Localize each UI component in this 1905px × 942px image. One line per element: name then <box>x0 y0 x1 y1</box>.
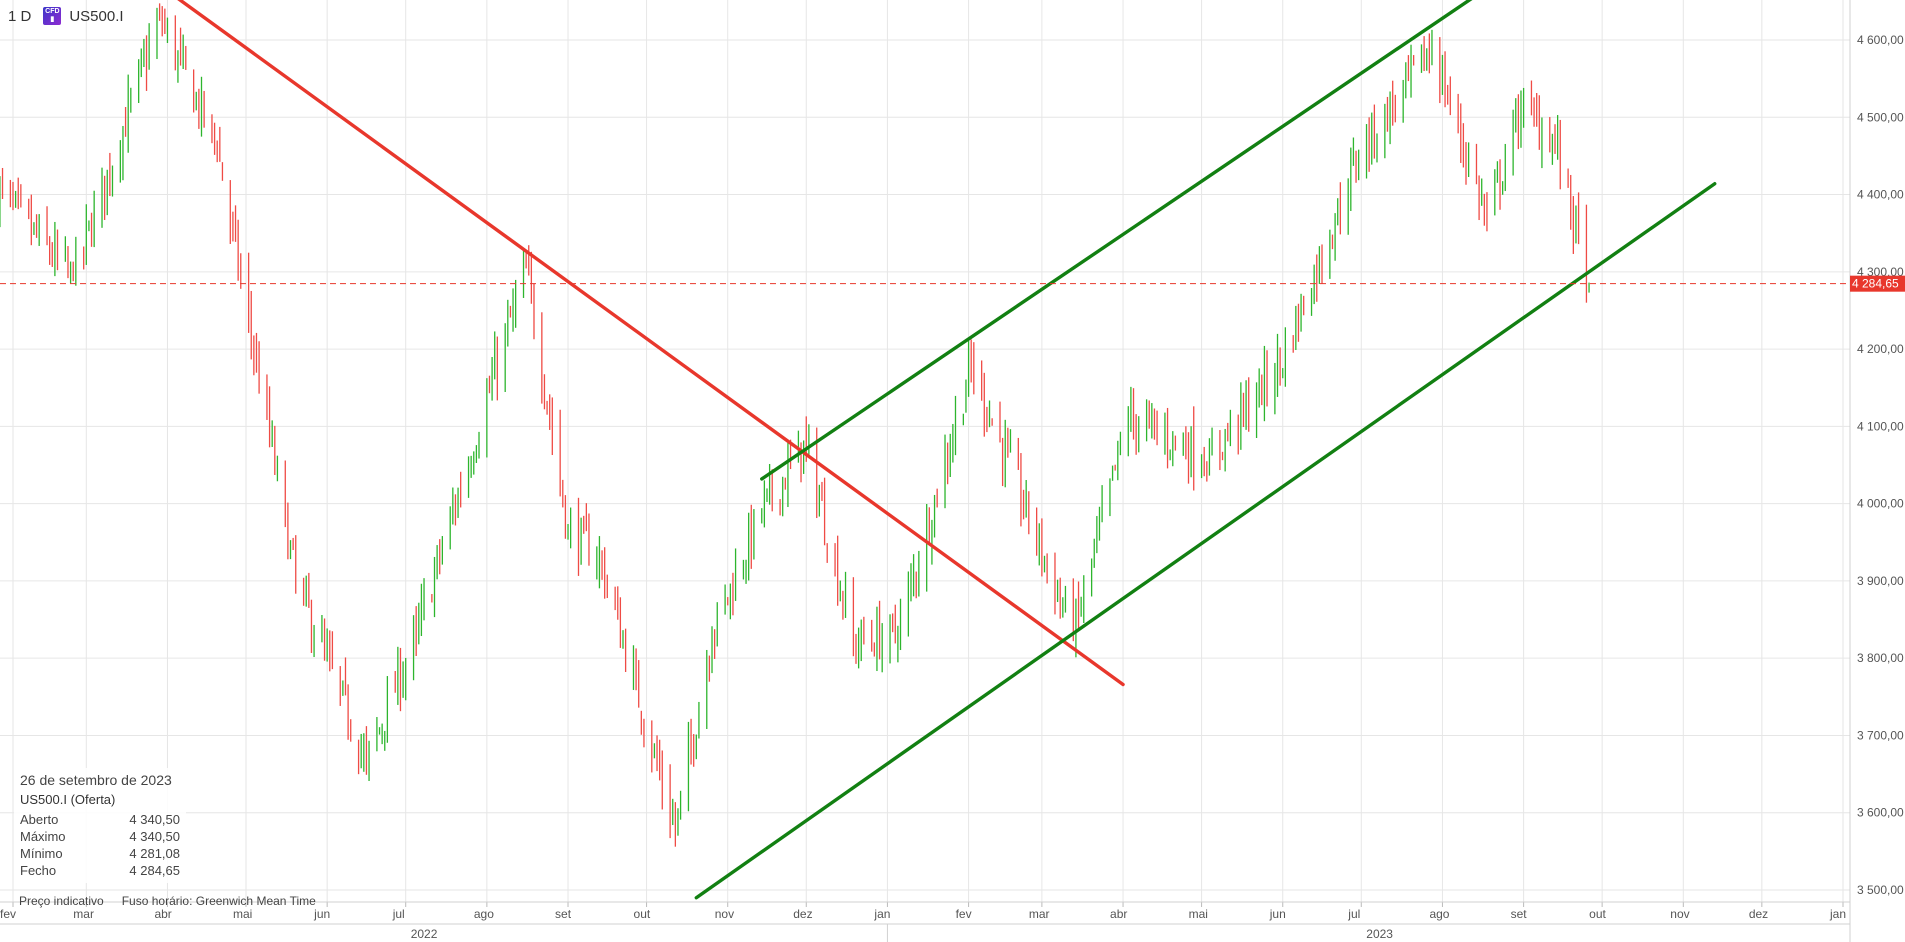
y-tick-label: 4 500,00 <box>1857 110 1904 124</box>
x-tick-label: fev <box>0 907 16 921</box>
y-tick-label: 4 000,00 <box>1857 497 1904 511</box>
year-label: 2022 <box>411 927 438 941</box>
x-tick-label: set <box>555 907 572 921</box>
green-channel-line <box>694 182 1717 900</box>
x-tick-label: nov <box>1670 907 1689 921</box>
x-tick-label: mai <box>1189 907 1208 921</box>
x-tick-label: out <box>634 907 651 921</box>
chart-footer: Preço indicativo Fuso horário: Greenwich… <box>19 894 316 908</box>
last-price-label-bg <box>1850 275 1905 292</box>
y-tick-label: 3 900,00 <box>1857 574 1904 588</box>
legend-value: 4 281,08 <box>129 846 180 861</box>
legend-row-low: Mínimo 4 281,08 <box>20 845 180 862</box>
x-tick-label: set <box>1511 907 1528 921</box>
legend-row-high: Máximo 4 340,50 <box>20 828 180 845</box>
x-tick-label: jun <box>1269 907 1286 921</box>
legend-label: Mínimo <box>20 846 63 861</box>
x-tick-label: dez <box>793 907 812 921</box>
y-tick-label: 3 700,00 <box>1857 728 1904 742</box>
x-tick-label: jul <box>1347 907 1360 921</box>
timezone-note: Fuso horário: Greenwich Mean Time <box>121 894 316 908</box>
timeframe-selector[interactable]: 1 D <box>8 7 32 25</box>
legend-label: Aberto <box>20 812 59 827</box>
x-tick-label: abr <box>1110 907 1127 921</box>
x-tick-label: ago <box>474 907 494 921</box>
legend-value: 4 340,50 <box>129 812 180 827</box>
x-axis: fev mar abr mai jun jul ago set out nov dez jan fev m… <box>0 0 1851 942</box>
ohlc-legend: 26 de setembro de 2023 US500.I (Oferta) … <box>14 768 186 883</box>
y-tick-label: 4 300,00 <box>1857 265 1904 279</box>
indicative-price-note: Preço indicativo <box>19 894 104 908</box>
x-tick-label: dez <box>1749 907 1768 921</box>
x-tick-label: jul <box>392 907 405 921</box>
y-tick-label: 4 400,00 <box>1857 188 1904 202</box>
ohlc-bars <box>0 3 1590 847</box>
legend-date: 26 de setembro de 2023 <box>20 772 172 788</box>
drawn-trendlines <box>177 0 1717 900</box>
y-tick-label: 3 500,00 <box>1857 883 1904 897</box>
y-tick-label: 4 200,00 <box>1857 342 1904 356</box>
x-tick-label: ago <box>1429 907 1449 921</box>
legend-value: 4 284,65 <box>129 863 180 878</box>
x-tick-label: fev <box>956 907 972 921</box>
chart-toolbar: 1 D CFD ▮ US500.I <box>4 6 124 26</box>
legend-row-close: Fecho 4 284,65 <box>20 862 180 879</box>
legend-label: Máximo <box>20 829 66 844</box>
y-tick-label: 3 800,00 <box>1857 651 1904 665</box>
last-price-label-text: 4 284,65 <box>1852 277 1899 291</box>
x-tick-label: jan <box>873 907 890 921</box>
legend-instrument: US500.I (Oferta) <box>20 792 116 807</box>
red-trendline <box>177 0 1125 687</box>
y-tick-label: 4 600,00 <box>1857 33 1904 47</box>
last-price-label: 4 284,65 <box>1850 275 1905 292</box>
legend-label: Fecho <box>20 863 57 878</box>
y-axis: 3 500,00 3 600,00 3 700,00 3 800,00 3 900,00… <box>1857 33 1904 897</box>
x-tick-label: abr <box>154 907 171 921</box>
legend-value: 4 340,50 <box>129 829 180 844</box>
year-label: 2023 <box>1366 927 1393 941</box>
x-tick-label: jun <box>313 907 330 921</box>
green-channel-line <box>760 0 1473 481</box>
symbol-label[interactable]: US500.I <box>69 7 124 25</box>
y-tick-label: 3 600,00 <box>1857 806 1904 820</box>
x-tick-label: mar <box>1029 907 1050 921</box>
x-tick-label: mar <box>73 907 94 921</box>
cfd-icon: CFD ▮ <box>43 7 62 25</box>
x-tick-label: mai <box>233 907 252 921</box>
y-tick-label: 4 100,00 <box>1857 419 1904 433</box>
chart-grid <box>0 0 1850 902</box>
x-tick-label: nov <box>715 907 734 921</box>
x-tick-label: jan <box>1829 907 1846 921</box>
x-tick-label: out <box>1589 907 1606 921</box>
legend-row-open: Aberto 4 340,50 <box>20 811 180 828</box>
